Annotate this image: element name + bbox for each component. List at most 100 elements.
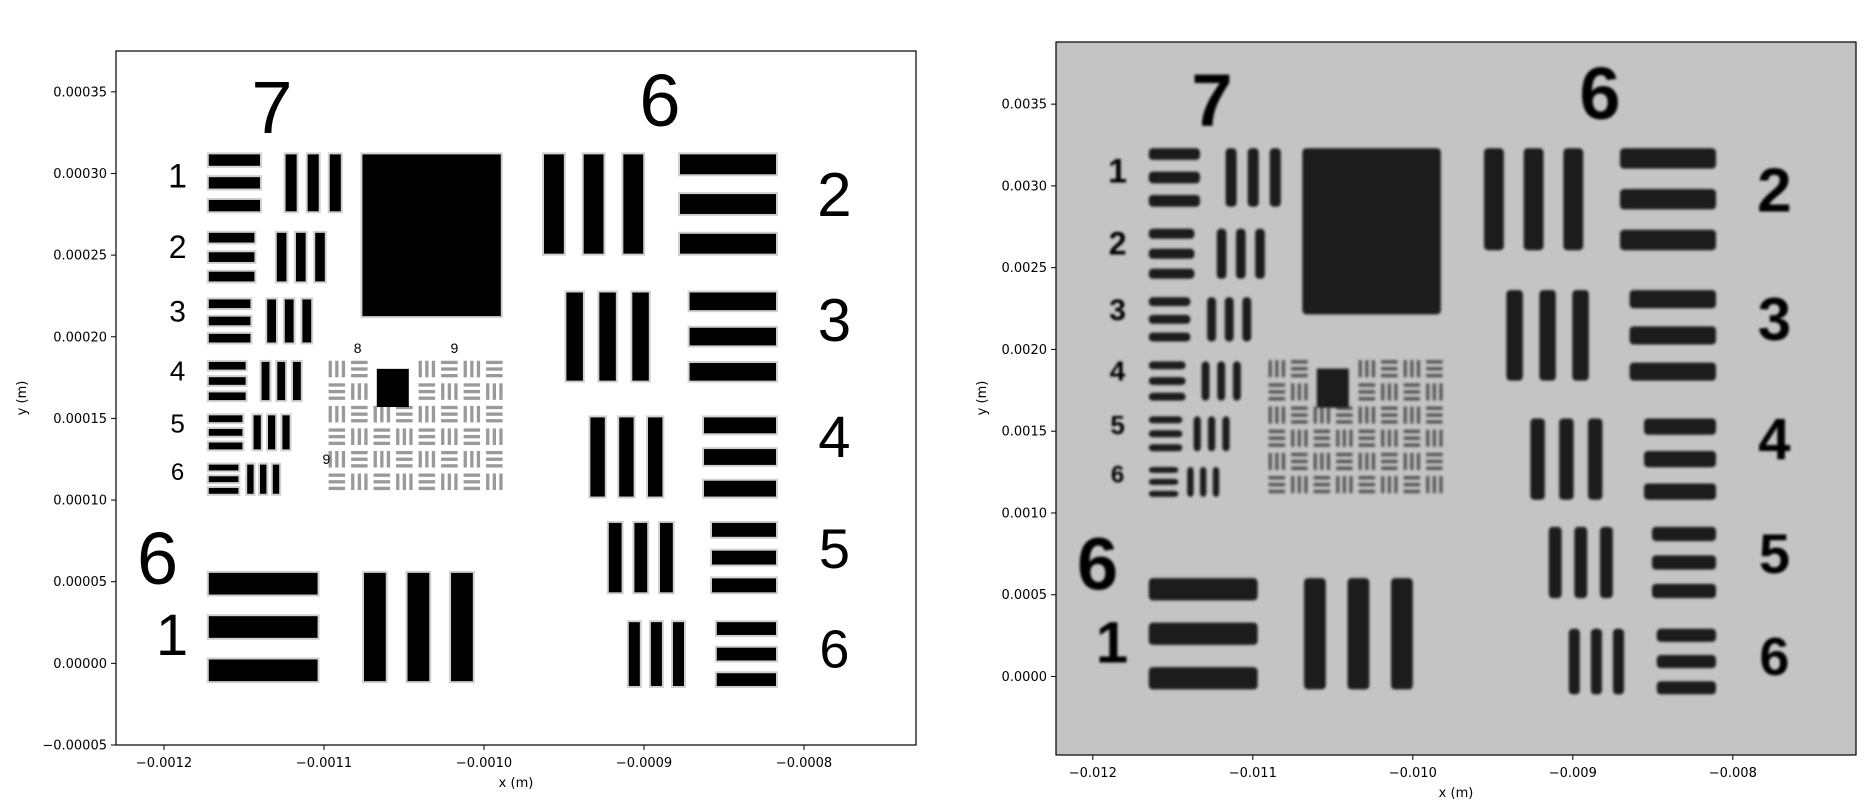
inner-bar [1426, 429, 1430, 447]
g6-element-3-v1 [566, 292, 583, 381]
inner-bar [396, 450, 413, 455]
group-label-6-top: 6 [1579, 52, 1620, 135]
g6-element-4-h2 [1644, 450, 1716, 468]
g7-element-6-h1 [1148, 466, 1179, 473]
inner-bar [418, 486, 436, 491]
g7-element-2-h3 [208, 271, 255, 282]
x-tick-label: −0.012 [1069, 766, 1117, 781]
g6-element-4-v1 [590, 417, 605, 497]
inner-bar [328, 396, 346, 400]
inner-bar [1358, 452, 1362, 471]
inner-bar [351, 373, 368, 378]
inner-bar [1403, 489, 1421, 494]
inner-bar [1358, 436, 1376, 440]
inner-bar [351, 450, 368, 455]
inner-bar [351, 457, 368, 461]
inner-bar [418, 360, 422, 378]
inner-bar [1381, 476, 1385, 494]
inner-bar [1349, 476, 1353, 494]
y-tick-label: 0.0005 [1002, 588, 1048, 603]
inner-bar [1403, 406, 1407, 424]
inner-bar [335, 405, 339, 423]
inner-bar [1291, 420, 1308, 424]
inner-bar [1268, 360, 1272, 378]
element-label-right-5: 5 [1759, 522, 1790, 585]
inner-bar [364, 428, 368, 445]
element-label-right-3: 3 [1758, 286, 1791, 353]
g7-element-4-v2 [277, 361, 286, 401]
g7-element-4-h2 [1148, 377, 1186, 385]
g7-element-3-v3 [1242, 297, 1252, 342]
inner-bar [386, 405, 391, 423]
y-tick-label: 0.0030 [1002, 179, 1048, 194]
g6-element-4-h3 [1644, 483, 1716, 500]
inner-bar [1439, 383, 1443, 401]
x-tick-label: −0.008 [1709, 766, 1757, 781]
inner-bar [492, 473, 496, 491]
inner-bar [441, 405, 458, 410]
g7-element-4-v3 [292, 361, 301, 401]
inner-bar [1426, 360, 1443, 364]
x-tick-label: −0.0009 [616, 756, 672, 771]
large-square [1302, 148, 1441, 315]
inner-bar [431, 450, 436, 468]
inner-bar [1426, 413, 1443, 417]
inner-bar [476, 405, 481, 423]
inner-bar [328, 486, 346, 491]
inner-bar [1349, 429, 1353, 447]
inner-label-9b: 9 [323, 451, 331, 467]
inner-bar [1358, 482, 1376, 487]
inner-bar [396, 473, 400, 491]
y-tick-label: 0.0025 [1002, 261, 1048, 276]
inner-bar [351, 367, 368, 371]
inner-bar [454, 383, 458, 400]
g6-element-1-h2 [208, 616, 318, 638]
inner-bar [396, 405, 413, 410]
inner-bar [486, 473, 490, 491]
g6-element-1-v1 [1304, 578, 1326, 690]
group-label-7: 7 [251, 66, 292, 149]
g7-element-5-h3 [208, 442, 243, 450]
inner-bar [1336, 420, 1353, 424]
inner-bar [396, 464, 413, 468]
inner-bar [373, 428, 391, 432]
inner-bar [470, 405, 474, 423]
inner-bar [447, 473, 451, 491]
inner-label-8: 8 [354, 340, 362, 356]
inner-bar [351, 464, 368, 468]
inner-bar [1358, 429, 1376, 434]
g7-element-5-h1 [1148, 416, 1183, 424]
g7-element-5-v3 [1222, 416, 1230, 452]
g6-element-3-h2 [1629, 326, 1716, 345]
g6-element-3-h2 [689, 327, 776, 346]
inner-bar [402, 473, 406, 491]
inner-bar [425, 360, 429, 378]
inner-bar [1342, 429, 1346, 447]
g6-element-5-h1 [1652, 526, 1716, 542]
inner-bar [1381, 459, 1398, 464]
g7-element-1-v2 [1247, 148, 1259, 207]
g6-element-4-v2 [1559, 418, 1574, 500]
g7-element-3-h3 [1148, 332, 1191, 342]
g6-element-2-h1 [680, 154, 776, 175]
inner-bar [1313, 443, 1331, 447]
g7-element-1-h1 [208, 154, 260, 166]
inner-bar [386, 450, 391, 468]
g7-element-4-v1 [261, 361, 270, 401]
inner-bar [463, 383, 481, 387]
inner-bar [1281, 360, 1286, 378]
inner-bar [1403, 436, 1421, 440]
g7-element-6-h3 [208, 487, 239, 494]
inner-bar [499, 383, 503, 400]
inner-bar [341, 360, 346, 378]
inner-bar [463, 405, 467, 423]
g7-element-3-h2 [1148, 314, 1191, 324]
inner-bar [351, 412, 368, 416]
inner-bar [1291, 360, 1308, 364]
group-label-6-bottom: 6 [137, 517, 178, 600]
y-axis-label: y (m) [975, 381, 990, 416]
g7-element-5-h3 [1148, 444, 1183, 452]
inner-bar [499, 473, 503, 491]
y-axis-label: y (m) [15, 381, 30, 416]
